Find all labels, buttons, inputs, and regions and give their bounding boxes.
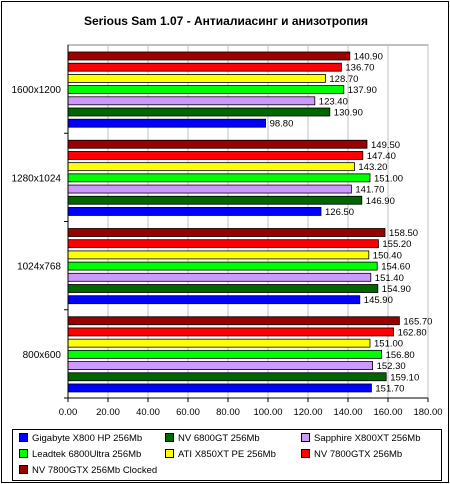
bar-value-label: 154.60	[381, 262, 410, 273]
bar-value-label: 159.10	[390, 372, 419, 383]
bar-value-label: 147.40	[367, 151, 396, 162]
category-label: 800x600	[23, 350, 62, 361]
x-tick-label: 180.00	[413, 407, 442, 418]
x-tick-label: 20.00	[96, 407, 120, 418]
bar	[67, 118, 267, 128]
legend-swatch	[301, 448, 310, 458]
legend-label: Gigabyte X800 HP 256Mb	[32, 433, 143, 444]
bar-value-label: 150.40	[373, 250, 402, 261]
legend-swatch	[165, 448, 174, 458]
bar	[67, 85, 345, 94]
bar	[67, 383, 372, 393]
x-tick-label: 0.00	[59, 407, 78, 418]
x-tick-label: 60.00	[176, 407, 200, 418]
bar-value-label: 128.70	[329, 74, 358, 85]
category-label: 1280x1024	[12, 173, 62, 184]
bar	[67, 74, 326, 83]
bar	[67, 139, 368, 149]
category-label: 1600x1200	[12, 85, 62, 96]
bar	[67, 250, 370, 260]
bar-value-label: 156.80	[386, 350, 415, 361]
bar-value-label: 130.90	[334, 108, 363, 119]
bar	[67, 272, 372, 282]
bar	[67, 261, 378, 271]
bar	[67, 361, 374, 370]
bar	[67, 107, 331, 117]
bar-value-label: 136.70	[345, 63, 374, 74]
bar-value-label: 152.30	[377, 361, 406, 372]
bar-value-label: 140.90	[354, 52, 383, 63]
bar-value-label: 155.20	[382, 239, 411, 250]
legend-item: Leadtek 6800Ultra 256Mb	[19, 448, 141, 462]
bar	[67, 239, 379, 249]
bars	[67, 51, 400, 393]
legend-swatch	[19, 464, 28, 474]
axes: 0.00 20.00 40.00 60.00 80.00 100.00 120.00 140.…	[12, 45, 443, 418]
bar	[67, 284, 379, 293]
legend-label: Sapphire X800XT 256Mb	[314, 433, 421, 444]
legend-item: NV 6800GT 256Mb	[165, 432, 260, 446]
x-tick-label: 160.00	[373, 407, 402, 418]
legend: Gigabyte X800 HP 256Mb NV 6800GT 256Mb Sap…	[12, 429, 442, 481]
bar-value-label: 137.90	[348, 85, 377, 96]
legend-label: NV 7800GTX 256Mb Clocked	[32, 465, 158, 476]
bar	[67, 151, 364, 160]
bar-value-label: 145.90	[364, 295, 393, 306]
bar	[67, 51, 351, 61]
bar-value-label: 126.50	[325, 207, 354, 218]
x-tick-label: 100.00	[253, 407, 282, 418]
bar	[67, 62, 342, 72]
bar	[67, 195, 363, 205]
bar-value-label: 98.80	[270, 119, 294, 130]
bar-value-label: 151.40	[375, 273, 404, 284]
bar	[67, 338, 371, 348]
legend-label: Leadtek 6800Ultra 256Mb	[32, 449, 142, 460]
chart-title: Serious Sam 1.07 - Антиалиасинг и анизот…	[84, 14, 368, 28]
bar	[67, 173, 371, 183]
x-tick-label: 80.00	[216, 407, 240, 418]
bar	[67, 162, 355, 172]
bar-value-label: 158.50	[389, 228, 418, 239]
bar-value-label: 151.70	[375, 383, 404, 394]
bar-value-label: 165.70	[403, 316, 432, 327]
legend-label: ATI X850XT PE 256Mb	[178, 449, 276, 460]
bar-value-label: 149.50	[371, 140, 400, 151]
bar-value-label: 123.40	[319, 96, 348, 107]
legend-label: NV 7800GTX 256Mb	[314, 449, 403, 460]
legend-item: NV 7800GTX 256Mb Clocked	[19, 464, 157, 478]
legend-swatch	[165, 432, 174, 442]
bar-value-label: 151.00	[374, 339, 403, 350]
bar-value-label: 154.90	[382, 284, 411, 295]
x-tick-label: 140.00	[333, 407, 362, 418]
x-tick-label: 40.00	[136, 407, 160, 418]
legend-item: Sapphire X800XT 256Mb	[301, 432, 421, 446]
legend-swatch	[19, 448, 28, 458]
bar	[67, 96, 316, 106]
legend-item: Gigabyte X800 HP 256Mb	[19, 432, 142, 446]
bar	[67, 295, 361, 305]
legend-label: NV 6800GT 256Mb	[178, 433, 260, 444]
bar	[67, 184, 352, 194]
legend-swatch	[301, 432, 310, 442]
bar	[67, 327, 395, 337]
bar	[67, 316, 400, 326]
x-tick-label: 120.00	[293, 407, 322, 418]
bar	[67, 372, 387, 382]
legend-swatch	[19, 432, 28, 442]
category-label: 1024x768	[17, 262, 61, 273]
bar-value-label: 141.70	[355, 185, 384, 196]
bar-value-label: 146.90	[366, 196, 395, 207]
bar	[67, 349, 383, 359]
bar-value-label: 143.20	[358, 162, 387, 173]
bar	[67, 228, 386, 237]
legend-item: ATI X850XT PE 256Mb	[165, 448, 276, 462]
bar-value-label: 162.80	[398, 327, 427, 338]
legend-item: NV 7800GTX 256Mb	[301, 448, 402, 462]
bar-value-label: 151.00	[374, 173, 403, 184]
bar	[67, 207, 322, 216]
